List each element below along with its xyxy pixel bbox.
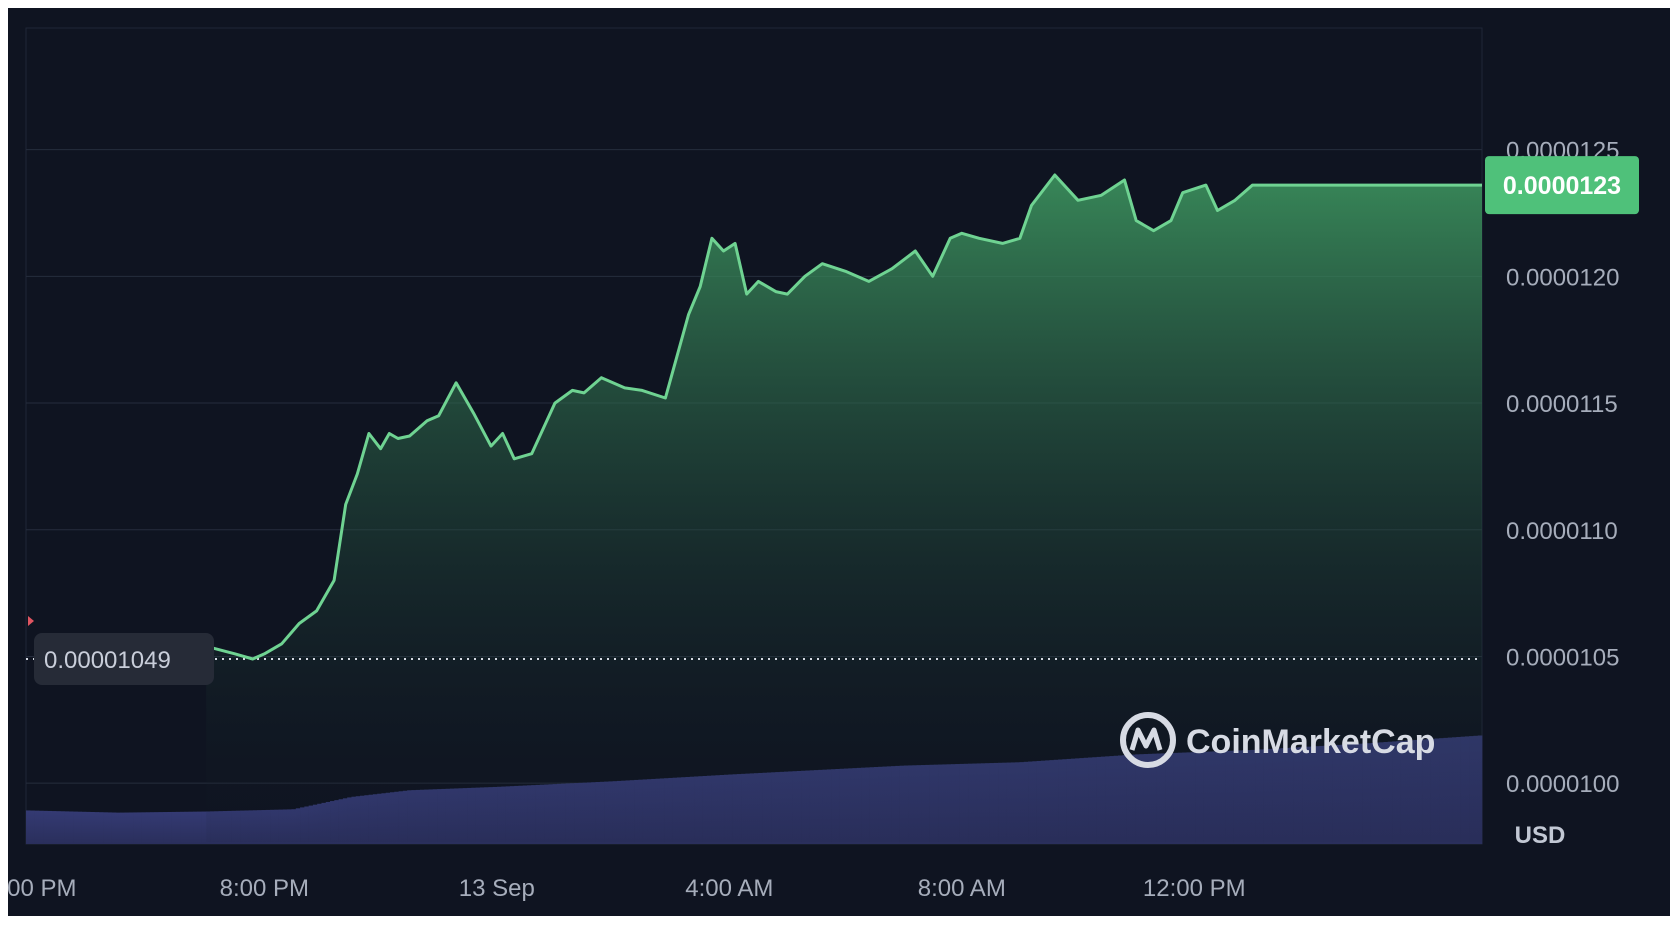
volume-bar: [163, 812, 168, 844]
price-line: [205, 173, 1482, 661]
volume-bar: [188, 811, 194, 844]
volume-bar: [154, 812, 160, 844]
volume-bar: [167, 811, 172, 844]
volume-bar: [201, 811, 207, 844]
volume-bar: [94, 812, 100, 844]
coinmarketcap-logo: CoinMarketCap: [1120, 712, 1435, 768]
volume-bar: [98, 812, 104, 844]
coinmarketcap-logo-icon: [1120, 712, 1176, 768]
volume-bar: [107, 812, 112, 844]
x-tick-label: 8:00 AM: [918, 875, 1006, 902]
volume-bar: [150, 812, 155, 844]
open-price-badge: 0.00001049: [28, 616, 214, 686]
open-price-value: 0.00001049: [44, 647, 171, 674]
y-tick-label: 0.0000115: [1506, 391, 1618, 418]
volume-bar: [77, 811, 82, 844]
volume-bar: [120, 812, 125, 844]
price-area: [206, 175, 1483, 842]
chart-frame: 0.0000125 0.0000120 0.0000115 0.0000110 0.00…: [8, 8, 1670, 916]
volume-bar: [60, 811, 65, 844]
volume-bar: [145, 812, 151, 844]
y-tick-label: 0.0000120: [1506, 264, 1619, 291]
volume-bar: [193, 811, 198, 844]
volume-bar: [158, 812, 164, 844]
currency-unit-label: USD: [1515, 822, 1566, 849]
volume-bar: [184, 811, 190, 844]
volume-bar: [55, 811, 61, 844]
volume-bar: [180, 811, 185, 844]
x-tick-label: 13 Sep: [459, 875, 535, 902]
current-price-badge: 0.0000123: [1485, 156, 1639, 215]
open-price-marker-icon: [28, 616, 34, 626]
coinmarketcap-wordmark: CoinMarketCap: [1186, 723, 1435, 761]
volume-bar: [111, 812, 117, 844]
logo-mark: [1129, 727, 1163, 751]
volume-bar: [137, 812, 142, 844]
volume-bar: [73, 811, 78, 844]
volume-bar: [81, 811, 87, 844]
current-price-badge-bg: [1485, 156, 1639, 215]
volume-bar: [141, 812, 147, 844]
volume-bar: [43, 810, 48, 844]
y-tick-label: 0.0000100: [1506, 771, 1619, 798]
y-tick-label: 0.0000110: [1506, 518, 1618, 545]
x-tick-label: 4:00 PM: [8, 875, 77, 902]
y-tick-label: 0.0000105: [1506, 644, 1619, 671]
volume-bar: [175, 811, 181, 844]
volume-bar: [68, 811, 74, 844]
volume-bar: [133, 812, 138, 844]
x-tick-label: 12:00 PM: [1143, 875, 1246, 902]
volume-bar: [51, 811, 57, 844]
open-price-badge-bg: [34, 633, 214, 686]
volume-bar: [26, 810, 31, 844]
volume-bar: [47, 810, 52, 844]
volume-bar: [85, 811, 91, 844]
current-price-value: 0.0000123: [1503, 172, 1621, 200]
volume-bar: [128, 812, 134, 844]
volume-bar: [197, 811, 202, 844]
volume-bar: [34, 810, 40, 844]
x-tick-label: 4:00 AM: [685, 875, 773, 902]
x-axis-ticks: 4:00 PM 8:00 PM 13 Sep 4:00 AM 8:00 AM 12:00 …: [8, 875, 1246, 902]
volume-bar: [64, 811, 70, 844]
volume-bar: [30, 810, 35, 844]
volume-bar: [90, 811, 95, 844]
price-chart: 0.00001250.00001200.00001150.00001100.00…: [8, 27, 1639, 902]
volume-bar: [124, 812, 130, 844]
x-tick-label: 8:00 PM: [220, 875, 309, 902]
volume-bar: [171, 811, 177, 844]
volume-bar: [103, 812, 108, 844]
y-axis-ticks: 0.00001250.00001200.00001150.00001100.00…: [1506, 138, 1619, 799]
volume-bar: [115, 812, 121, 844]
volume-bar: [38, 810, 44, 844]
